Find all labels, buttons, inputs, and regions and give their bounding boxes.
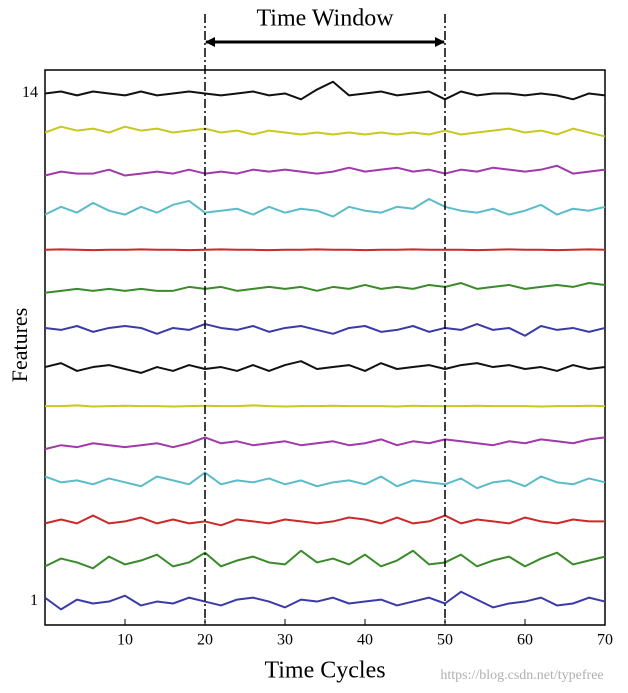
plot-frame [44,69,606,626]
series-line [44,80,606,101]
y-tick-label: 1 [30,592,38,609]
x-axis-label: Time Cycles [264,658,385,684]
y-axis-label: Features [7,308,32,383]
x-tick-label: 50 [437,632,453,649]
watermark: https://blog.csdn.net/typefree [440,668,603,683]
x-tick-label: 30 [277,632,293,649]
series-line [44,514,605,527]
y-tick-label: 14 [22,84,38,101]
x-tick-label: 40 [357,632,373,649]
series-line [44,360,606,374]
x-tick-label: 20 [197,632,213,649]
series-line [44,197,606,218]
series-line [44,436,606,451]
x-tick-label: 10 [117,632,133,649]
series-line [44,125,606,138]
series-line [44,471,606,490]
series-line [44,282,606,294]
series-line [44,248,606,252]
series-line [45,404,606,408]
series-line [44,323,606,337]
x-tick-label: 60 [517,632,533,649]
x-tick-label: 70 [597,632,613,649]
annotation-text: Time Window [256,6,394,32]
series-line [44,549,606,570]
series-line [44,590,606,611]
series-line [44,164,606,177]
